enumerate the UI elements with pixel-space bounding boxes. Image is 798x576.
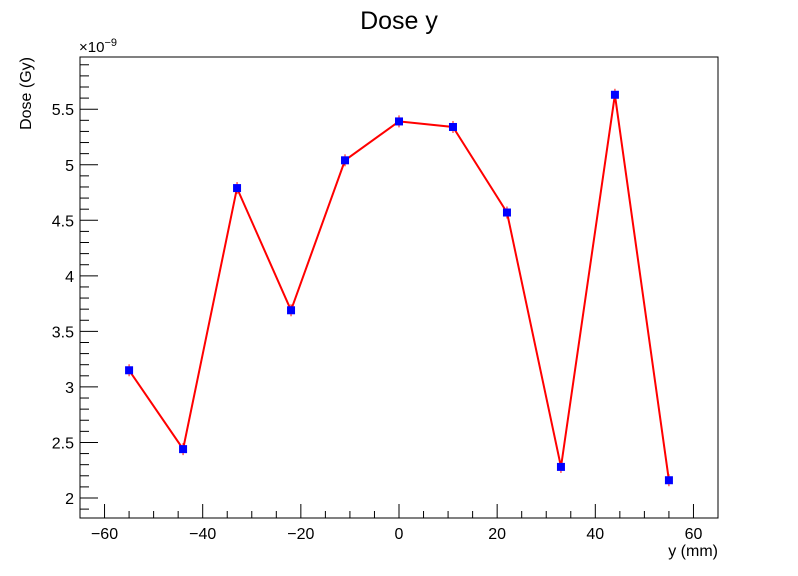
data-point-marker [556,462,565,471]
data-point-marker [664,476,673,485]
data-point-marker [395,117,403,126]
data-point-marker [179,445,188,454]
data-point-marker [287,306,296,315]
x-tick-label: 20 [488,526,506,543]
y-scale-base: ×10 [79,39,104,56]
data-point-marker [448,122,457,131]
y-tick-label: 3.5 [52,324,74,341]
y-scale-exponent: −9 [104,37,117,49]
y-tick-label: 5 [65,158,74,175]
chart-title: Dose y [360,7,438,35]
data-point-marker [341,156,350,165]
x-axis: −60 −40 −20 0 20 40 60 [79,504,719,543]
y-tick-label: 5.5 [52,102,74,119]
data-point-marker [233,184,242,193]
x-tick-label: 40 [586,526,604,543]
x-tick-label: −20 [287,526,314,543]
x-tick-label: 0 [395,526,404,543]
y-tick-label: 3 [65,380,74,397]
data-point-marker [610,90,619,99]
y-tick-label: 2.5 [52,435,74,452]
y-tick-label: 4 [65,269,74,286]
series-layer [125,88,673,487]
y-tick-label: 4.5 [52,213,74,230]
x-tick-label: −40 [189,526,216,543]
data-point-marker [125,366,134,375]
y-axis-label: Dose (Gy) [18,57,35,130]
y-tick-label: 2 [65,491,74,508]
y-scale-multiplier: ×10−9 [79,37,117,56]
x-axis-label: y (mm) [668,543,718,560]
y-axis: 2 2.5 3 3.5 4 4.5 5 5.5 [52,64,98,510]
x-tick-label: −60 [91,526,118,543]
data-point-marker [502,208,511,217]
x-tick-label: 60 [685,526,703,543]
series-line [128,94,670,481]
